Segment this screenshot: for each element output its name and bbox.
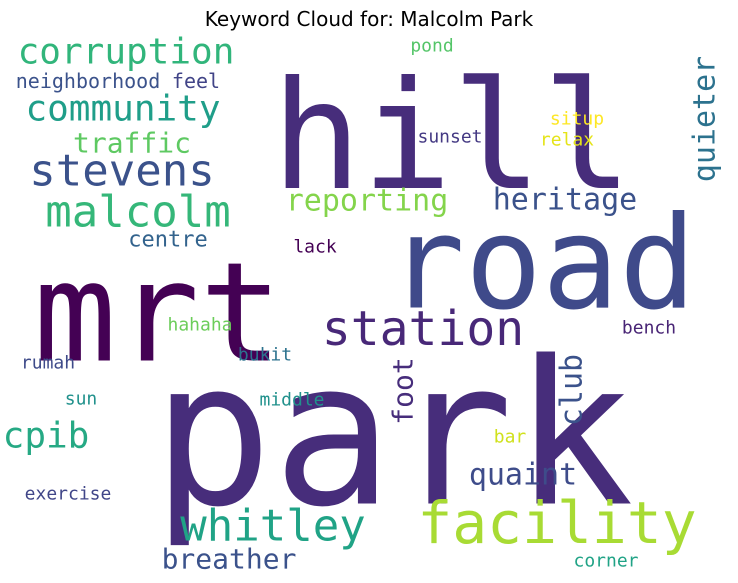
- word-cpib: cpib: [5, 416, 89, 457]
- word-situp: situp: [550, 109, 604, 130]
- word-stevens: stevens: [29, 146, 214, 197]
- word-exercise: exercise: [25, 484, 112, 505]
- word-lack: lack: [293, 237, 337, 258]
- word-breather: breather: [162, 543, 297, 576]
- word-park: park: [152, 319, 634, 552]
- word-bukit: bukit: [238, 345, 292, 366]
- word-feel: feel: [172, 69, 220, 93]
- word-hill: hill: [271, 50, 632, 224]
- word-heritage: heritage: [493, 183, 638, 218]
- word-corruption: corruption: [18, 33, 235, 73]
- word-centre: centre: [128, 228, 207, 253]
- word-whitley: whitley: [180, 501, 365, 552]
- word-relax: relax: [540, 130, 594, 151]
- word-neighborhood: neighborhood: [16, 69, 161, 93]
- chart-title: Keyword Cloud for: Malcolm Park: [204, 7, 534, 31]
- word-mrt: mrt: [33, 233, 282, 394]
- word-foot: foot: [387, 357, 420, 424]
- word-malcolm: malcolm: [45, 187, 230, 238]
- word-sunset: sunset: [417, 127, 482, 148]
- word-rumah: rumah: [21, 353, 75, 374]
- word-bench: bench: [622, 318, 676, 339]
- word-quaint: quaint: [469, 458, 577, 493]
- word-traffic: traffic: [73, 127, 191, 160]
- word-bar: bar: [494, 427, 527, 448]
- word-station: station: [322, 301, 524, 357]
- word-facility: facility: [417, 489, 696, 557]
- word-club: club: [555, 354, 590, 426]
- word-hahaha: hahaha: [167, 315, 232, 336]
- word-corner: corner: [573, 551, 638, 572]
- word-sun: sun: [65, 389, 98, 410]
- word-pond: pond: [410, 36, 453, 57]
- word-reporting: reporting: [286, 184, 449, 219]
- word-road: road: [388, 190, 696, 339]
- word-community: community: [25, 89, 220, 130]
- word-quieter: quieter: [688, 56, 723, 182]
- word-middle: middle: [259, 390, 324, 411]
